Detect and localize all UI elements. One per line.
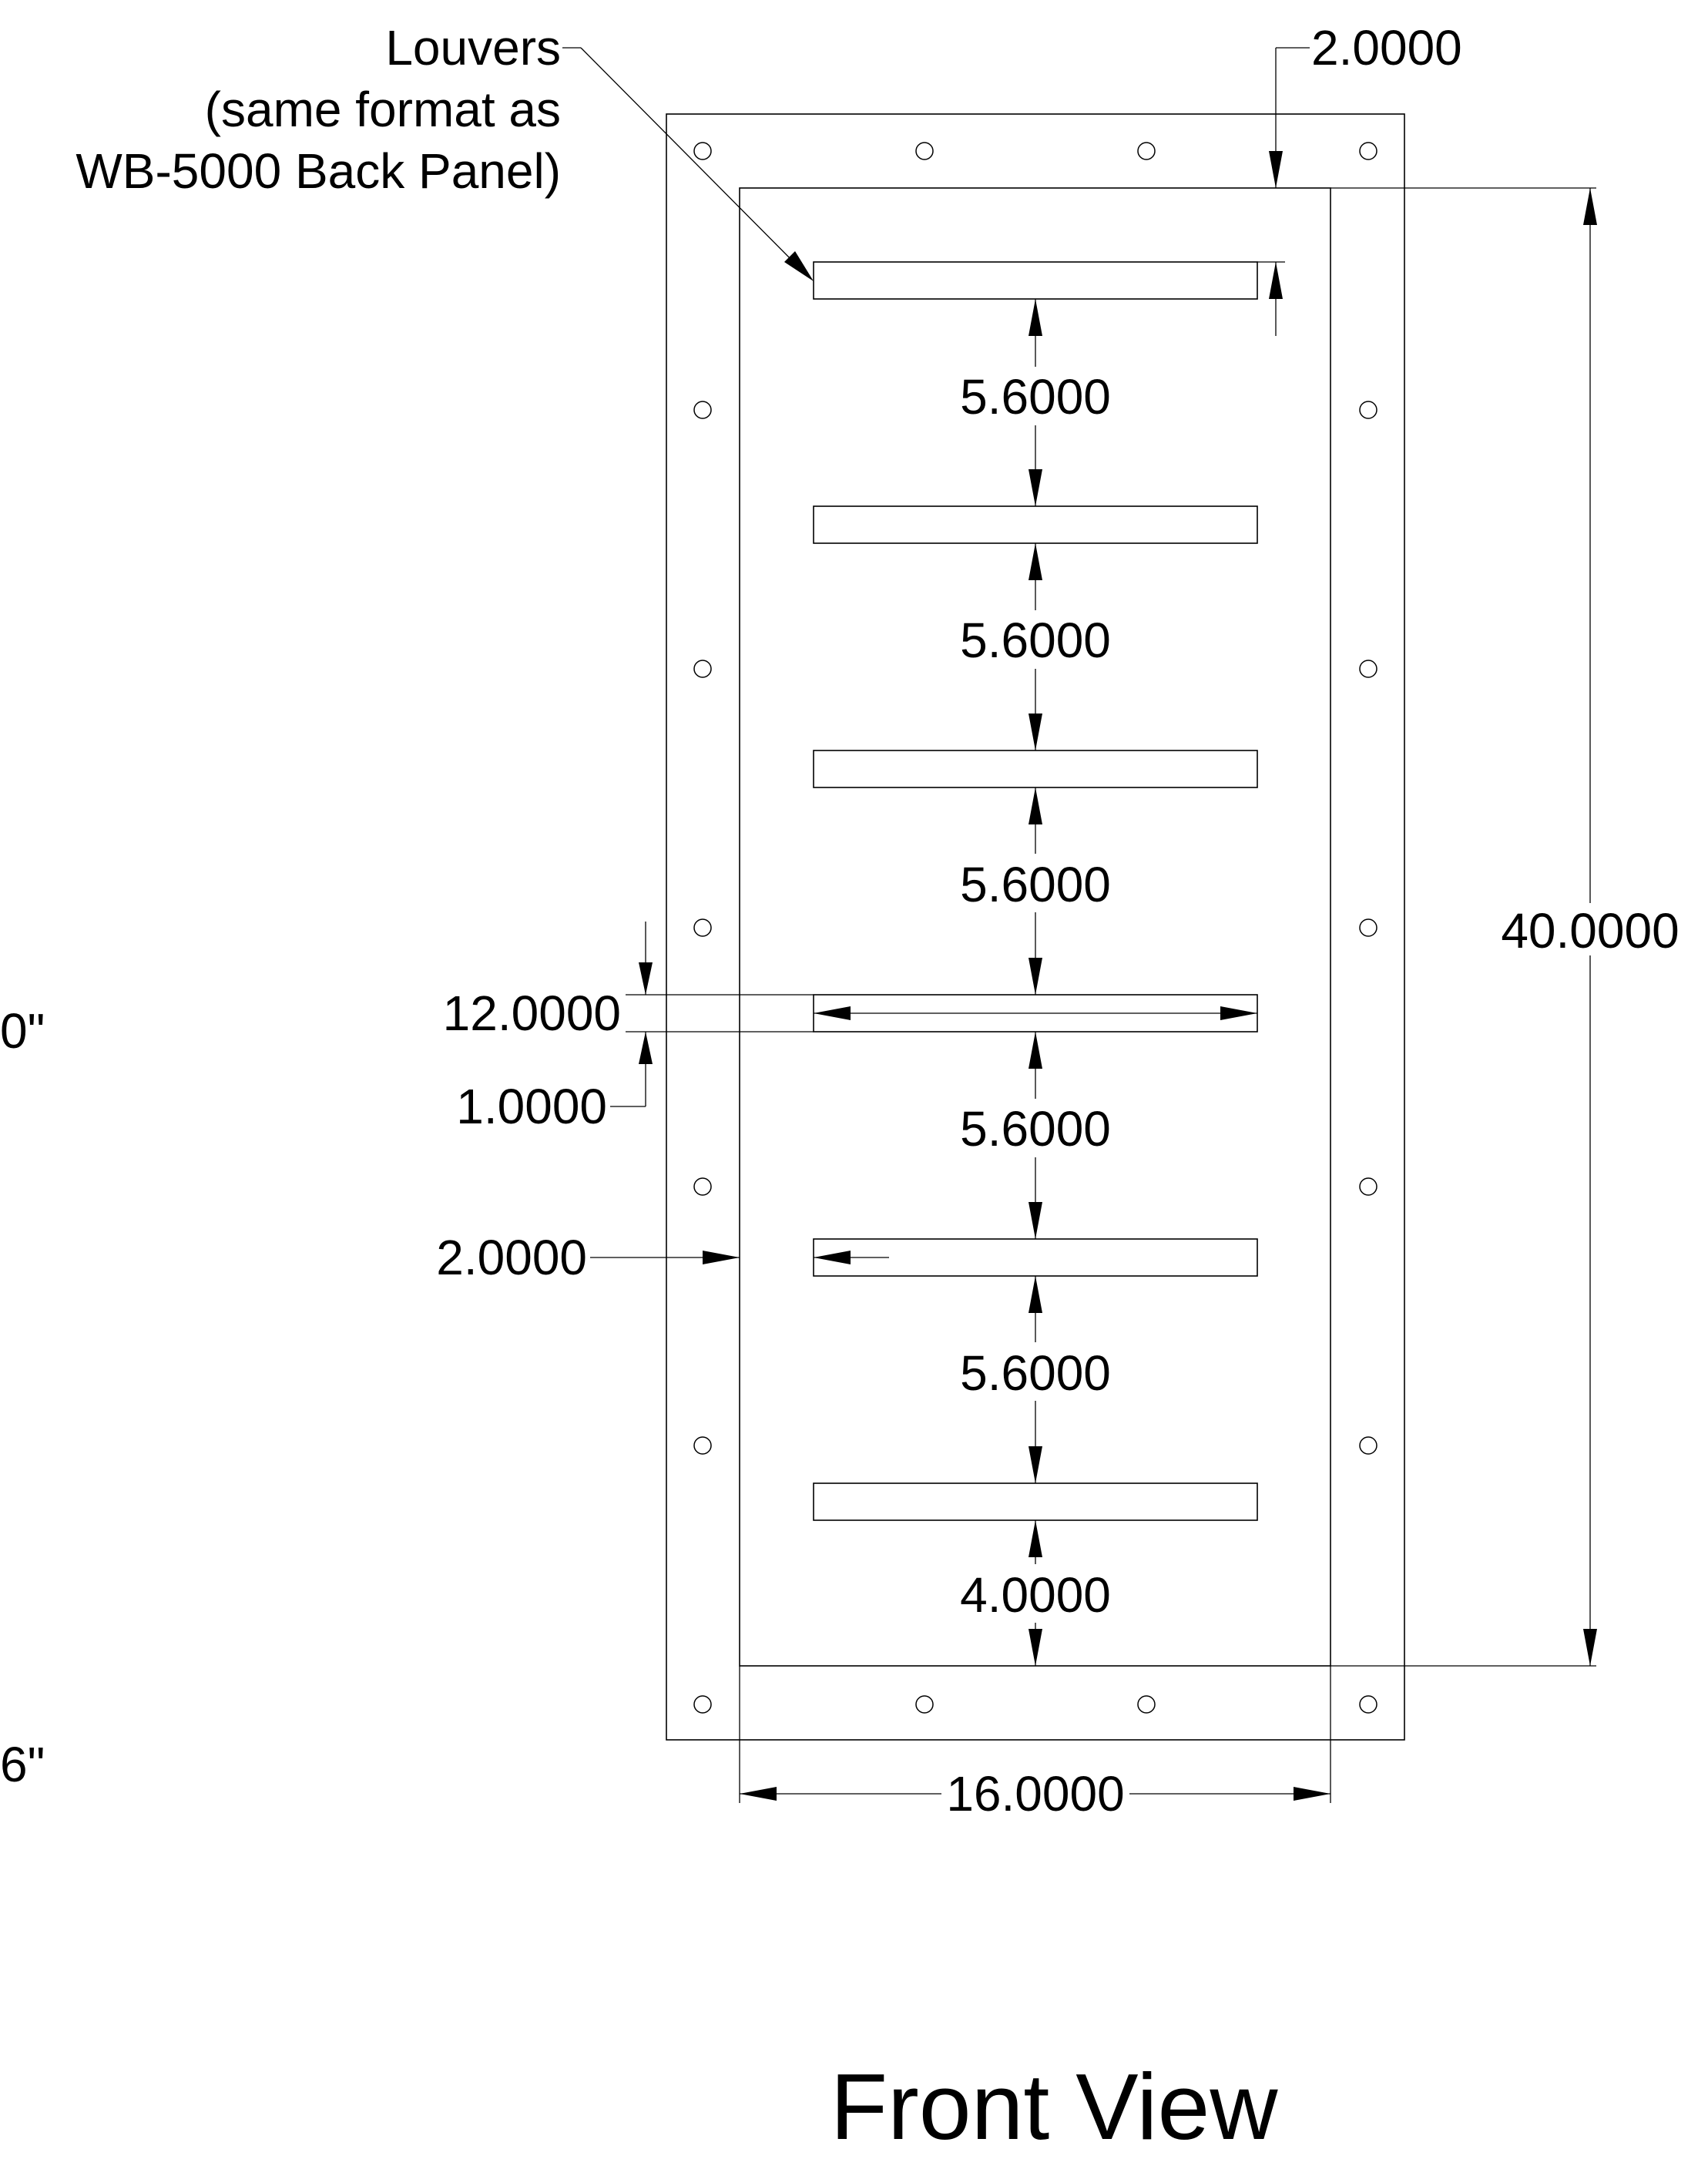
louver xyxy=(813,750,1258,788)
louver-pitch-label-1: 5.6000 xyxy=(960,369,1111,425)
mounting-hole xyxy=(1137,1695,1156,1714)
mounting-hole xyxy=(1359,401,1377,419)
louver-pitch-label-2: 5.6000 xyxy=(960,613,1111,668)
top-offset-dimension xyxy=(1257,47,1310,336)
side-offset-dimension xyxy=(590,1251,889,1264)
mounting-hole xyxy=(693,1436,712,1455)
louver-length-label: 12.0000 xyxy=(443,985,621,1041)
mounting-hole xyxy=(693,142,712,160)
overall-height-dimension xyxy=(1330,187,1597,1667)
side-offset-label: 2.0000 xyxy=(436,1230,587,1285)
louver-callout-line3: WB-5000 Back Panel) xyxy=(76,143,561,199)
mounting-hole xyxy=(915,1695,934,1714)
louver-height-label: 1.0000 xyxy=(456,1079,607,1134)
mounting-hole xyxy=(1359,918,1377,937)
mounting-hole xyxy=(1359,1695,1377,1714)
mounting-holes xyxy=(693,142,1377,1714)
mounting-hole xyxy=(1359,1436,1377,1455)
louver-pitch-label-3: 5.6000 xyxy=(960,857,1111,912)
mounting-hole xyxy=(1137,142,1156,160)
mounting-hole xyxy=(1359,142,1377,160)
mounting-hole xyxy=(693,1695,712,1714)
mounting-hole xyxy=(693,660,712,678)
cut-off-dimension-upper: 0" xyxy=(0,1003,45,1059)
overall-width-dimension xyxy=(739,1666,1331,1803)
louver xyxy=(813,505,1258,544)
bottom-offset-label: 4.0000 xyxy=(960,1567,1111,1623)
louver-callout-line2: (same format as xyxy=(205,82,561,137)
mounting-hole xyxy=(1359,660,1377,678)
mounting-hole xyxy=(1359,1177,1377,1196)
mounting-hole xyxy=(693,1177,712,1196)
louver-pitch-label-5: 5.6000 xyxy=(960,1345,1111,1401)
louver xyxy=(813,1482,1258,1521)
cut-off-dimension-lower: 6" xyxy=(0,1737,45,1792)
outer-flange xyxy=(666,113,1405,1741)
overall-height-label: 40.0000 xyxy=(1501,903,1679,959)
louver-callout-line1: Louvers xyxy=(385,20,561,76)
louver xyxy=(813,261,1258,300)
mounting-hole xyxy=(693,918,712,937)
mounting-hole xyxy=(693,401,712,419)
view-title: Front View xyxy=(831,2054,1279,2159)
louver-callout-leader xyxy=(562,47,814,281)
mounting-hole xyxy=(915,142,934,160)
louver-size-dimensions xyxy=(610,922,1257,1107)
top-offset-label: 2.0000 xyxy=(1311,20,1462,76)
louver-pitch-dimensions xyxy=(1028,299,1042,1666)
louver-pitch-label-4: 5.6000 xyxy=(960,1101,1111,1157)
overall-width-label: 16.0000 xyxy=(946,1766,1124,1822)
